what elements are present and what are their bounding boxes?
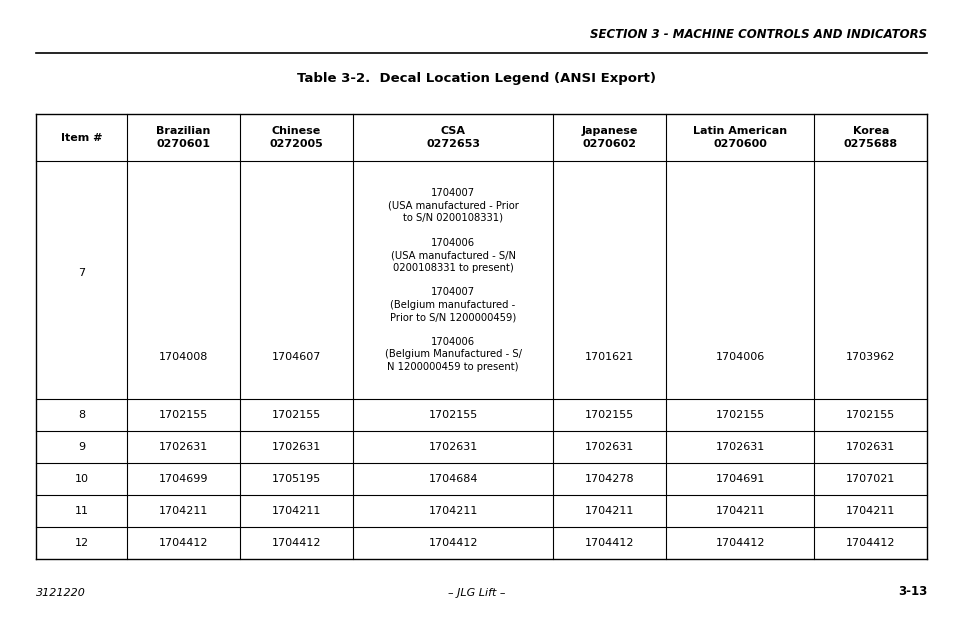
Text: Brazilian
0270601: Brazilian 0270601: [156, 126, 211, 150]
Text: 1702631: 1702631: [715, 442, 764, 452]
Text: 9: 9: [78, 442, 85, 452]
Text: Item #: Item #: [61, 133, 102, 143]
Text: 3121220: 3121220: [36, 588, 86, 598]
Text: Japanese
0270602: Japanese 0270602: [581, 126, 638, 150]
Text: 1704008: 1704008: [158, 352, 208, 362]
Text: 1702155: 1702155: [584, 410, 634, 420]
Text: 1704211: 1704211: [428, 506, 477, 516]
Text: SECTION 3 - MACHINE CONTROLS AND INDICATORS: SECTION 3 - MACHINE CONTROLS AND INDICAT…: [590, 28, 926, 41]
Text: 1702631: 1702631: [584, 442, 634, 452]
Text: 7: 7: [78, 268, 85, 278]
Text: 1704412: 1704412: [158, 538, 208, 548]
Text: Korea
0275688: Korea 0275688: [843, 126, 897, 150]
Text: 1702155: 1702155: [272, 410, 320, 420]
Text: 1704412: 1704412: [715, 538, 764, 548]
Text: – JLG Lift –: – JLG Lift –: [448, 588, 505, 598]
Text: 1704412: 1704412: [272, 538, 321, 548]
Text: 1702631: 1702631: [272, 442, 320, 452]
Text: Chinese
0272005: Chinese 0272005: [269, 126, 323, 150]
Text: Table 3-2.  Decal Location Legend (ANSI Export): Table 3-2. Decal Location Legend (ANSI E…: [297, 72, 656, 85]
Text: 1704699: 1704699: [158, 474, 208, 484]
Text: 1705195: 1705195: [272, 474, 320, 484]
Text: 1704412: 1704412: [584, 538, 634, 548]
Text: Latin American
0270600: Latin American 0270600: [693, 126, 786, 150]
Text: 1704211: 1704211: [715, 506, 764, 516]
Text: 1701621: 1701621: [584, 352, 634, 362]
Text: 1704684: 1704684: [428, 474, 477, 484]
Text: 1704211: 1704211: [584, 506, 634, 516]
Text: 1704607: 1704607: [272, 352, 320, 362]
Text: 1704211: 1704211: [158, 506, 208, 516]
Text: 1702631: 1702631: [845, 442, 895, 452]
Text: 1704211: 1704211: [845, 506, 895, 516]
Text: 1702631: 1702631: [428, 442, 477, 452]
Text: 1704211: 1704211: [272, 506, 320, 516]
Text: 1702631: 1702631: [159, 442, 208, 452]
Text: 12: 12: [74, 538, 89, 548]
Text: 1704006: 1704006: [715, 352, 764, 362]
Text: 10: 10: [74, 474, 89, 484]
Text: 1703962: 1703962: [845, 352, 895, 362]
Text: 1702155: 1702155: [715, 410, 764, 420]
Text: 1704278: 1704278: [584, 474, 634, 484]
Text: CSA
0272653: CSA 0272653: [426, 126, 479, 150]
Text: 1704412: 1704412: [428, 538, 477, 548]
Text: 8: 8: [78, 410, 85, 420]
Text: 1707021: 1707021: [845, 474, 895, 484]
Text: 1702155: 1702155: [159, 410, 208, 420]
Text: 1702155: 1702155: [845, 410, 895, 420]
Text: 1702155: 1702155: [428, 410, 477, 420]
Text: 1704412: 1704412: [845, 538, 895, 548]
Text: 11: 11: [74, 506, 89, 516]
Text: 1704691: 1704691: [715, 474, 764, 484]
Text: 3-13: 3-13: [897, 585, 926, 598]
Text: 1704007
(USA manufactured - Prior
to S/N 0200108331)

1704006
(USA manufactured : 1704007 (USA manufactured - Prior to S/N…: [384, 188, 521, 371]
